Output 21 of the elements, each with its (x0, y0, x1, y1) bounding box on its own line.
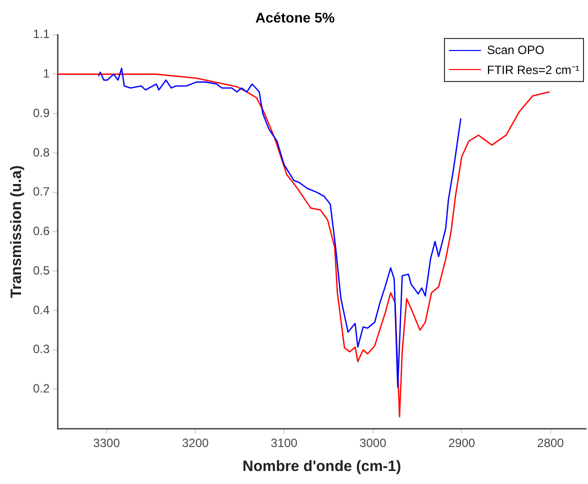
y-tick-label: 0.4 (32, 302, 50, 317)
y-tick-label: 0.6 (32, 224, 50, 238)
y-tick-label: 0.9 (32, 106, 50, 120)
y-tick-label: 1 (42, 66, 50, 80)
x-tick-label: 2800 (537, 436, 564, 450)
chart-title: Acétone 5% (255, 9, 336, 26)
y-tick-label: 0.2 (32, 382, 50, 396)
y-tick-label: 0.3 (32, 342, 50, 356)
legend-label: FTIR Res=2 cm⁻¹ (487, 62, 580, 78)
x-tick-label: 3300 (93, 436, 120, 450)
legend-label: Scan OPO (487, 43, 544, 58)
y-tick-label: 1.1 (32, 27, 50, 42)
x-tick-label: 3000 (360, 436, 387, 450)
y-tick-label: 0.7 (32, 184, 50, 199)
y-tick-label: 0.5 (32, 263, 50, 278)
y-axis-title: Transmission (u.a) (8, 165, 26, 298)
x-tick-label: 3100 (270, 436, 298, 450)
x-tick-label: 3200 (182, 436, 209, 450)
y-tick-label: 0.8 (32, 145, 50, 160)
x-axis-title: Nombre d'onde (cm-1) (242, 458, 402, 476)
x-tick-label: 2900 (448, 436, 476, 450)
